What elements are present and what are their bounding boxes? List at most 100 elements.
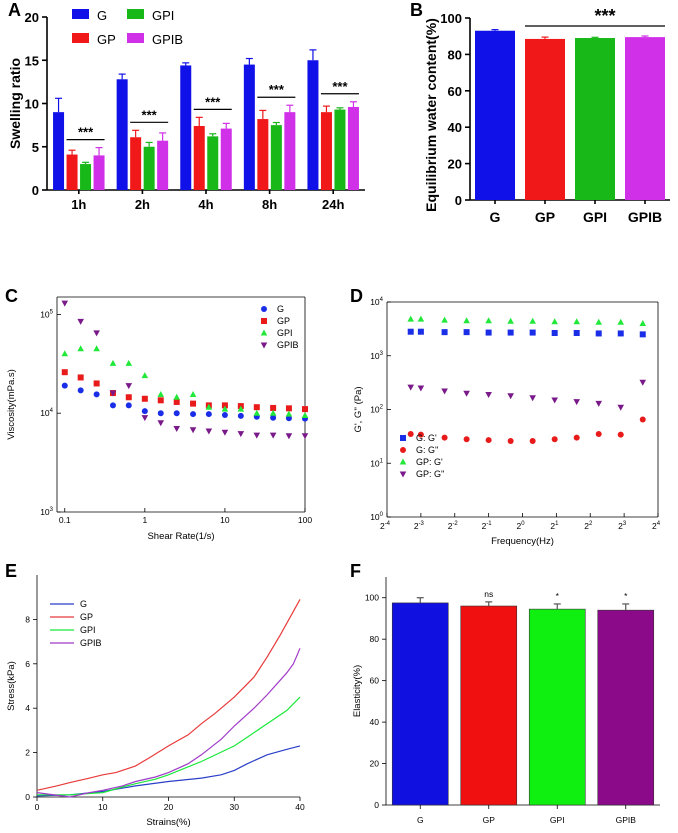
y-axis-label: Swelling ratio: [7, 58, 23, 149]
data-point: [507, 393, 514, 400]
data-point: [125, 359, 133, 366]
data-point: [109, 390, 117, 397]
series-GP: G'': [407, 379, 647, 411]
x-tick-label: G: [490, 209, 501, 225]
error-bar: [159, 132, 167, 141]
data-point: [407, 384, 415, 391]
y-tick-label: 100: [370, 512, 383, 522]
data-point: [77, 374, 84, 381]
line-G: [36, 745, 301, 797]
legend-marker: [400, 447, 406, 453]
data-point: [639, 319, 647, 326]
panel-f-elasticity-chart: F 0 20 40 60 80 100 Elasticity(%) G GP ns GPI * GPIB *: [350, 561, 660, 825]
bar-G-24h: [307, 60, 319, 190]
legend-label: GP: G': [416, 457, 443, 467]
data-point: [551, 318, 558, 325]
x-tick-label: 0.1: [59, 515, 71, 525]
series-GP: [61, 369, 308, 413]
data-point: [189, 390, 197, 397]
y-tick-label: 100: [440, 11, 462, 26]
legend-swatch-G: [72, 9, 89, 19]
y-tick-label: 2: [25, 748, 30, 758]
error-bar: [286, 104, 294, 113]
data-point: [485, 437, 492, 444]
data-point: [595, 330, 602, 337]
significance-mark: *: [624, 591, 628, 601]
data-point: [125, 394, 132, 401]
bar-GPI-4h: [207, 136, 219, 190]
data-point: [253, 404, 260, 411]
bar-G-4h: [180, 65, 192, 190]
x-tick-label: 10: [220, 515, 230, 525]
significance-mark: ***: [142, 107, 158, 122]
error-bar: [416, 597, 424, 603]
data-point: [301, 433, 309, 440]
data-point: [463, 329, 470, 336]
line-GPIB: [36, 648, 301, 798]
panel-letter-d: D: [350, 286, 363, 306]
data-point: [205, 403, 213, 410]
data-point: [639, 416, 646, 423]
y-tick-label: 20: [370, 759, 380, 769]
bar-G: [475, 30, 515, 200]
data-point: [61, 350, 69, 357]
legend-label: GPIB: [152, 32, 183, 47]
data-point: [109, 402, 116, 409]
data-point: [285, 433, 293, 440]
line-GP: [36, 599, 301, 791]
error-bar: [591, 36, 599, 39]
error-bar: [322, 105, 330, 113]
legend-a: G GP GPI GPIB: [72, 8, 183, 47]
data-point: [485, 329, 492, 336]
x-tick-label: 24h: [322, 197, 344, 212]
data-point: [463, 436, 470, 443]
data-point: [93, 391, 100, 398]
bar-GP-1h: [66, 154, 78, 190]
data-point: [157, 390, 165, 397]
legend-swatch-GPI: [127, 9, 144, 19]
data-point: [190, 411, 197, 418]
data-point: [529, 395, 536, 402]
y-tick-label: 20: [25, 10, 39, 25]
bar-GP: [460, 605, 518, 806]
data-point: [551, 397, 558, 404]
y-tick-label: 5: [32, 140, 39, 155]
data-point: [551, 330, 558, 337]
error-bar: [95, 147, 103, 156]
data-point: [485, 317, 492, 324]
x-tick-label: 21: [550, 521, 559, 531]
data-point: [573, 318, 580, 325]
x-tick-label: 24: [652, 521, 661, 531]
error-bar: [622, 603, 630, 611]
data-point: [190, 400, 197, 407]
y-tick-label: 60: [370, 676, 380, 686]
y-tick-label: 4: [25, 703, 30, 713]
data-point: [417, 315, 425, 322]
data-point: [125, 402, 132, 409]
data-point: [507, 329, 514, 336]
data-point: [157, 420, 165, 427]
data-point: [237, 405, 245, 412]
data-point: [617, 330, 624, 337]
data-point: [141, 372, 149, 379]
data-point: [302, 406, 308, 413]
panel-c-viscosity-chart: C 103 104 105 0.1 1 10 100 Shear Rate(1/s) Viscos…: [5, 286, 312, 542]
data-point: [463, 390, 470, 397]
error-bar: [641, 35, 649, 38]
error-bar: [55, 97, 63, 113]
data-point: [109, 359, 117, 366]
error-bar: [209, 133, 217, 137]
data-point: [595, 400, 603, 407]
bar-GPI-1h: [80, 164, 92, 190]
data-point: [141, 415, 149, 422]
legend-c: G GP GPI GPIB: [260, 304, 299, 350]
legend-marker: [261, 318, 267, 324]
y-tick-label: 0: [25, 792, 30, 802]
y-tick-label: 8: [25, 614, 30, 624]
data-point: [157, 410, 164, 417]
error-bar: [259, 109, 267, 120]
bar-GPIB-8h: [284, 112, 296, 190]
series-G: G': [407, 328, 646, 338]
